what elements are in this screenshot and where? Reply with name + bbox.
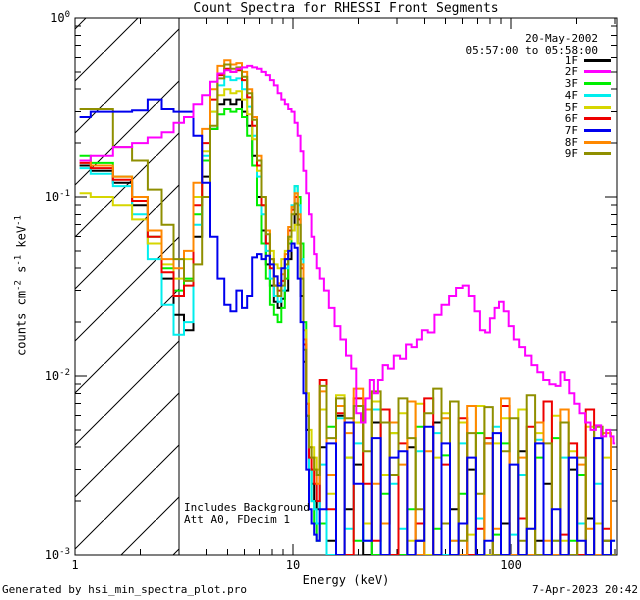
legend-item-3F: 3F	[520, 77, 640, 91]
legend-label-9F: 9F	[564, 147, 578, 161]
annotation-attenuator-state: Att A0, FDecim 1	[184, 513, 290, 526]
legend-item-5F: 5F	[520, 100, 640, 114]
footer-timestamp: 7-Apr-2023 20:42	[532, 583, 638, 596]
legend-label-3F: 3F	[564, 77, 578, 91]
x-tick-label-100: 100	[500, 558, 522, 572]
series-9F	[79, 63, 616, 555]
observation-date: 20-May-2002	[525, 32, 598, 45]
observation-time-range: 05:57:00 to 05:58:00	[465, 44, 598, 57]
x-tick-label-1: 1	[71, 558, 79, 572]
legend-item-6F: 6F	[520, 112, 640, 126]
legend-item-7F: 7F	[520, 123, 640, 137]
y-tick-label-1e-1: 10-1	[44, 189, 70, 204]
legend-swatch-5F	[584, 105, 611, 109]
annotation-includes-background: Includes Background	[184, 501, 310, 514]
spectra-curves	[79, 59, 616, 555]
legend-label-2F: 2F	[564, 65, 578, 79]
x-tick-label-10: 10	[285, 558, 301, 572]
x-axis-label: Energy (keV)	[302, 573, 390, 587]
legend-label-6F: 6F	[564, 112, 578, 126]
y-tick-label-1e0: 100	[50, 10, 70, 25]
y-axis-label: counts cm-2 s-1 keV-1	[13, 215, 29, 356]
y-tick-label-1e-3: 10-3	[44, 547, 70, 562]
series-2F	[79, 64, 616, 445]
legend-item-2F: 2F	[520, 65, 640, 79]
series-7F	[79, 98, 616, 555]
legend-label-5F: 5F	[564, 100, 578, 114]
footer-generated-by: Generated by hsi_min_spectra_plot.pro	[2, 583, 248, 596]
legend-swatch-4F	[584, 93, 611, 97]
legend-swatch-1F	[584, 58, 611, 62]
legend-swatch-2F	[584, 70, 611, 74]
legend-item-8F: 8F	[520, 135, 640, 149]
legend-label-1F: 1F	[564, 53, 578, 67]
legend-label-7F: 7F	[564, 123, 578, 137]
legend-label-8F: 8F	[564, 135, 578, 149]
hatched-attenuated-region	[75, 18, 180, 555]
y-tick-label-1e-2: 10-2	[44, 368, 70, 383]
legend-swatch-7F	[584, 128, 611, 132]
legend-swatch-3F	[584, 82, 611, 86]
legend-label-4F: 4F	[564, 88, 578, 102]
legend-item-9F: 9F	[520, 147, 640, 161]
legend-swatch-6F	[584, 117, 611, 121]
legend-item-1F: 1F	[520, 53, 640, 67]
chart-title: Count Spectra for RHESSI Front Segments	[193, 1, 499, 16]
legend-item-4F: 4F	[520, 88, 640, 102]
legend-swatch-9F	[584, 152, 611, 156]
legend-swatch-8F	[584, 140, 611, 144]
